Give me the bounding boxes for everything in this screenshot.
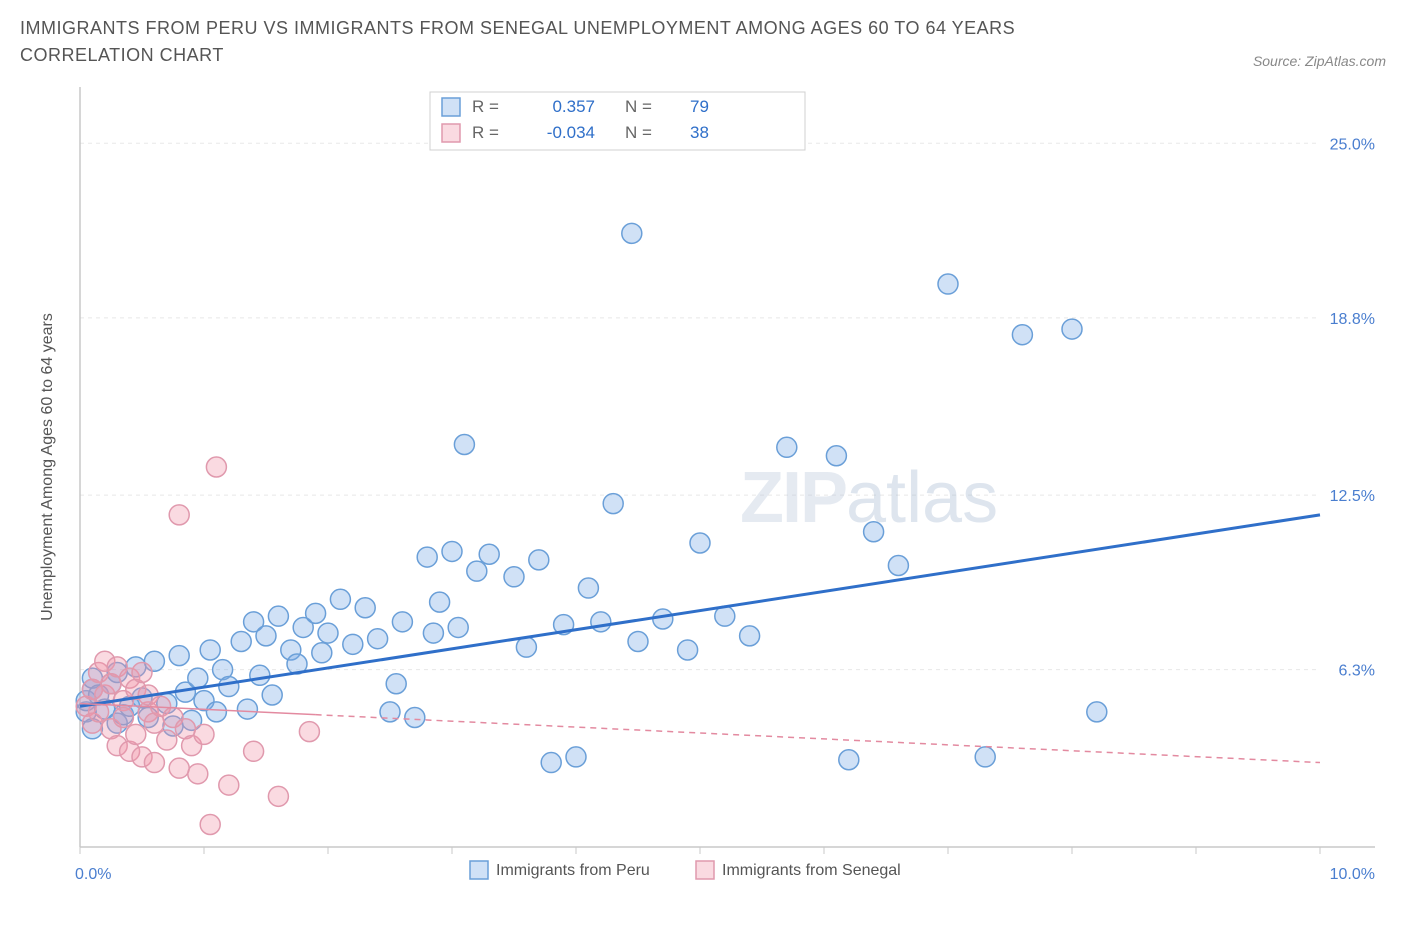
data-point-peru xyxy=(1087,702,1107,722)
data-point-peru xyxy=(343,634,363,654)
data-point-peru xyxy=(888,556,908,576)
y-tick-label: 25.0% xyxy=(1330,136,1375,153)
data-point-peru xyxy=(603,494,623,514)
data-point-peru xyxy=(262,685,282,705)
data-point-senegal xyxy=(132,662,152,682)
data-point-peru xyxy=(591,612,611,632)
data-point-peru xyxy=(219,677,239,697)
data-point-senegal xyxy=(188,764,208,784)
data-point-peru xyxy=(237,699,257,719)
data-point-peru xyxy=(256,626,276,646)
data-point-peru xyxy=(1062,319,1082,339)
data-point-peru xyxy=(318,623,338,643)
stats-n-label: N = xyxy=(625,97,652,116)
data-point-peru xyxy=(330,589,350,609)
data-point-peru xyxy=(312,643,332,663)
data-point-peru xyxy=(250,665,270,685)
legend-label-senegal: Immigrants from Senegal xyxy=(722,862,901,879)
data-point-peru xyxy=(268,606,288,626)
legend-swatch-senegal xyxy=(696,861,714,879)
y-axis-label: Unemployment Among Ages 60 to 64 years xyxy=(39,313,56,621)
stats-swatch-peru xyxy=(442,98,460,116)
data-point-peru xyxy=(355,598,375,618)
data-point-senegal xyxy=(219,775,239,795)
chart-container: 6.3% 12.5% 18.8% 25.0% 0.0% 10.0% Unemployment… xyxy=(20,77,1386,907)
data-point-peru xyxy=(392,612,412,632)
data-point-peru xyxy=(529,550,549,570)
data-point-peru xyxy=(454,434,474,454)
data-point-peru xyxy=(938,274,958,294)
data-point-peru xyxy=(826,446,846,466)
data-point-peru xyxy=(628,632,648,652)
data-point-peru xyxy=(653,609,673,629)
data-point-peru xyxy=(975,747,995,767)
data-point-peru xyxy=(479,544,499,564)
stats-r-label: R = xyxy=(472,123,499,142)
legend-label-peru: Immigrants from Peru xyxy=(496,862,650,879)
data-point-senegal xyxy=(206,457,226,477)
data-point-peru xyxy=(417,547,437,567)
stats-r-value-peru: 0.357 xyxy=(552,97,595,116)
data-point-peru xyxy=(678,640,698,660)
trendline-senegal-ext xyxy=(316,715,1320,763)
data-point-peru xyxy=(306,603,326,623)
scatter-chart: 6.3% 12.5% 18.8% 25.0% 0.0% 10.0% Unemployment… xyxy=(20,77,1386,907)
data-point-peru xyxy=(578,578,598,598)
data-point-senegal xyxy=(299,722,319,742)
data-point-senegal xyxy=(169,505,189,525)
data-point-peru xyxy=(467,561,487,581)
data-point-senegal xyxy=(169,758,189,778)
data-point-peru xyxy=(206,702,226,722)
data-point-peru xyxy=(442,541,462,561)
data-point-peru xyxy=(690,533,710,553)
data-point-peru xyxy=(541,753,561,773)
data-point-senegal xyxy=(126,724,146,744)
x-tick-label: 0.0% xyxy=(75,866,111,883)
x-tick-label: 10.0% xyxy=(1330,866,1375,883)
data-point-peru xyxy=(200,640,220,660)
data-point-peru xyxy=(231,632,251,652)
data-point-senegal xyxy=(113,708,133,728)
data-point-senegal xyxy=(200,814,220,834)
y-tick-label: 6.3% xyxy=(1339,663,1375,680)
data-point-peru xyxy=(368,629,388,649)
data-point-peru xyxy=(448,617,468,637)
data-point-peru xyxy=(777,437,797,457)
data-point-senegal xyxy=(157,730,177,750)
data-point-peru xyxy=(566,747,586,767)
legend-swatch-peru xyxy=(470,861,488,879)
stats-n-value-senegal: 38 xyxy=(690,123,709,142)
chart-title: IMMIGRANTS FROM PERU VS IMMIGRANTS FROM … xyxy=(20,15,1120,69)
data-point-peru xyxy=(386,674,406,694)
data-point-peru xyxy=(864,522,884,542)
data-point-peru xyxy=(188,668,208,688)
data-point-peru xyxy=(740,626,760,646)
data-point-senegal xyxy=(268,786,288,806)
data-point-senegal xyxy=(144,753,164,773)
data-point-peru xyxy=(423,623,443,643)
data-point-peru xyxy=(405,708,425,728)
stats-swatch-senegal xyxy=(442,124,460,142)
stats-n-label: N = xyxy=(625,123,652,142)
data-point-peru xyxy=(622,223,642,243)
y-tick-label: 18.8% xyxy=(1330,311,1375,328)
data-point-peru xyxy=(839,750,859,770)
data-point-senegal xyxy=(194,724,214,744)
data-point-peru xyxy=(169,646,189,666)
data-point-senegal xyxy=(244,741,264,761)
data-point-peru xyxy=(504,567,524,587)
stats-r-value-senegal: -0.034 xyxy=(547,123,595,142)
y-tick-label: 12.5% xyxy=(1330,488,1375,505)
source-attribution: Source: ZipAtlas.com xyxy=(1253,53,1386,69)
data-point-peru xyxy=(516,637,536,657)
data-point-peru xyxy=(1012,325,1032,345)
stats-n-value-peru: 79 xyxy=(690,97,709,116)
stats-r-label: R = xyxy=(472,97,499,116)
data-point-peru xyxy=(430,592,450,612)
